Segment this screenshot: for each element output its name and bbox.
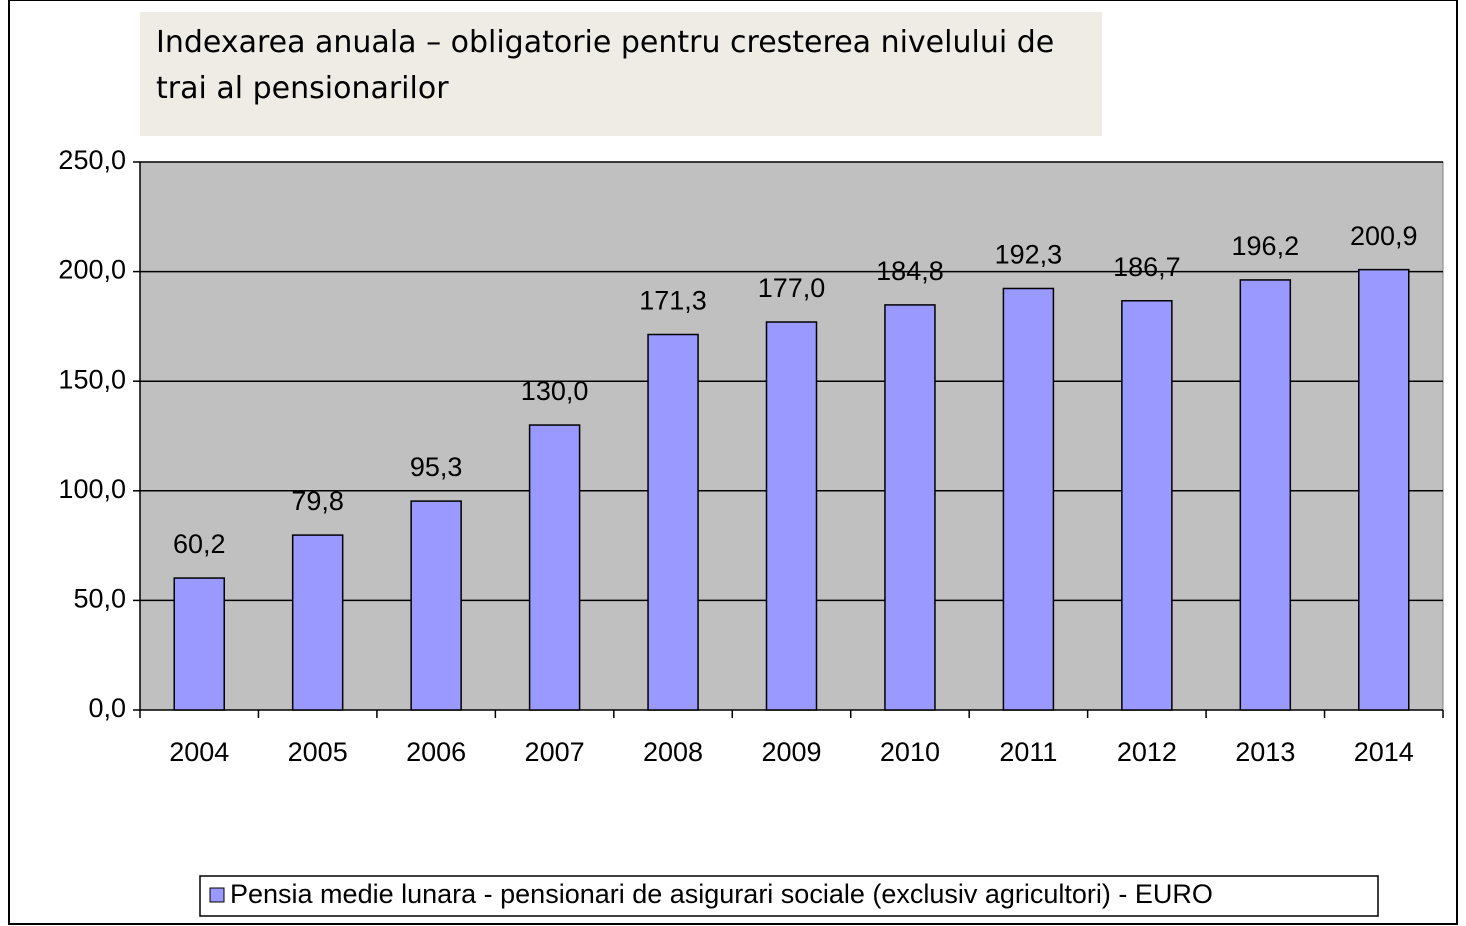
value-label: 184,8 <box>876 256 944 286</box>
value-label: 192,3 <box>995 240 1063 270</box>
bar <box>173 577 225 711</box>
bar <box>1358 268 1410 711</box>
x-tick-label: 2009 <box>761 737 821 767</box>
x-tick-label: 2006 <box>406 737 466 767</box>
x-tick-label: 2012 <box>1117 737 1177 767</box>
y-tick-label: 50,0 <box>73 584 126 614</box>
legend-label: Pensia medie lunara - pensionari de asig… <box>230 879 1213 909</box>
value-label: 186,7 <box>1113 252 1181 282</box>
bar <box>1121 300 1173 711</box>
y-tick-label: 100,0 <box>58 474 126 504</box>
value-label: 79,8 <box>291 486 344 516</box>
x-tick-label: 2010 <box>880 737 940 767</box>
value-label: 196,2 <box>1232 231 1300 261</box>
x-tick-label: 2014 <box>1354 737 1414 767</box>
legend-box <box>199 875 1379 917</box>
legend-swatch <box>209 887 225 903</box>
x-tick-label: 2011 <box>999 737 1057 767</box>
x-tick-label: 2007 <box>525 737 585 767</box>
x-tick-label: 2005 <box>288 737 348 767</box>
value-label: 60,2 <box>173 529 226 559</box>
value-label: 171,3 <box>639 286 707 316</box>
x-tick-label: 2013 <box>1235 737 1295 767</box>
y-tick-label: 250,0 <box>58 145 126 175</box>
bar <box>647 333 699 711</box>
value-label: 130,0 <box>521 376 589 406</box>
value-label: 200,9 <box>1350 221 1418 251</box>
bar <box>1002 287 1055 711</box>
chart-title: Indexarea anuala – obligatorie pentru cr… <box>140 12 1102 136</box>
x-tick-label: 2008 <box>643 737 703 767</box>
y-tick-label: 150,0 <box>58 364 126 394</box>
x-tick-label: 2004 <box>169 737 229 767</box>
bar <box>410 500 462 711</box>
value-label: 177,0 <box>758 273 826 303</box>
y-tick-label: 200,0 <box>58 255 126 285</box>
y-tick-label: 0,0 <box>88 693 126 723</box>
bar <box>291 534 344 711</box>
bar <box>765 321 818 711</box>
value-label: 95,3 <box>410 452 463 482</box>
bar <box>1239 279 1292 711</box>
bar <box>528 424 581 711</box>
bar <box>884 304 936 711</box>
